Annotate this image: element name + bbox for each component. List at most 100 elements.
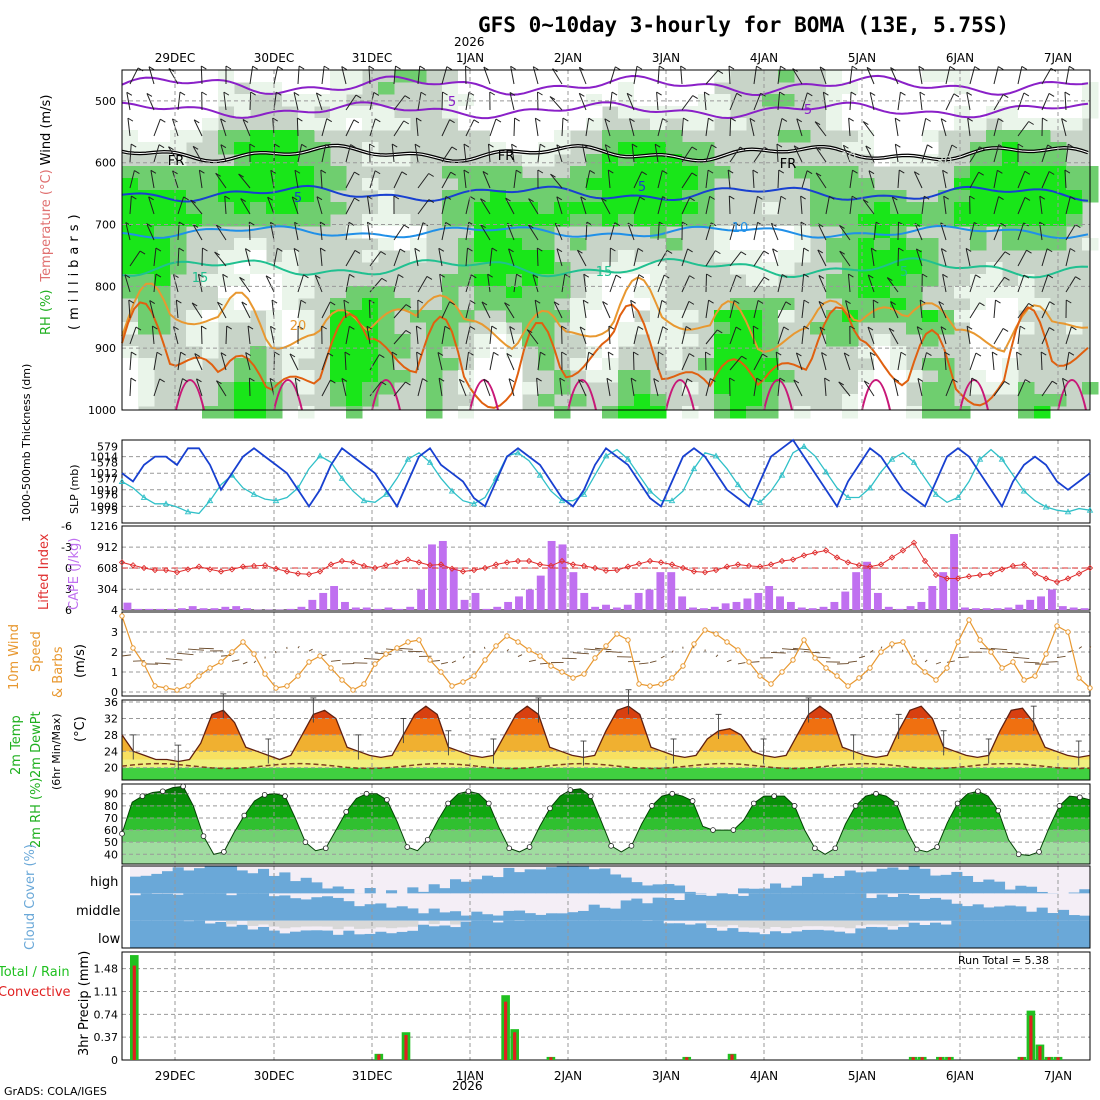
li-marker	[998, 566, 1006, 573]
wind-barb	[537, 144, 541, 163]
cloud-cell	[652, 897, 664, 921]
wind-barb-flag	[446, 66, 453, 71]
cloud-cell	[812, 929, 824, 948]
wind-barb-flag	[267, 196, 273, 201]
li-marker	[877, 561, 885, 568]
wind-barb-flag	[1064, 91, 1071, 96]
wind-barb	[554, 223, 563, 241]
wind-barb-10m	[198, 647, 214, 650]
cloud-cell	[194, 868, 206, 894]
rh-cell	[522, 334, 539, 347]
wind-barb-flag	[800, 221, 807, 226]
chart-title: GFS 0~10day 3-hourly for BOMA (13E, 5.75…	[478, 13, 1009, 37]
wind-barb-flag	[783, 326, 789, 331]
rh-cell	[522, 190, 539, 203]
rh-cell	[186, 334, 203, 347]
wind-barb	[705, 118, 709, 137]
rh-cell	[778, 250, 795, 263]
wind-barb-flag	[940, 118, 947, 123]
li-marker	[701, 569, 709, 576]
rh-cell	[842, 406, 859, 419]
rh-cell	[170, 130, 187, 143]
wind-barb	[369, 251, 382, 267]
rh-cell	[1018, 178, 1035, 191]
cloud-cell-gray	[343, 920, 355, 927]
cape-bar	[819, 606, 828, 610]
rh-cell	[906, 238, 923, 251]
wind-barb	[289, 353, 299, 371]
wind-barb-flag	[580, 196, 586, 201]
wind-speed-marker	[658, 681, 664, 687]
wind-barb	[921, 118, 927, 137]
rh-cell	[394, 226, 411, 239]
temp-tick: 32	[104, 712, 118, 725]
cape-bar	[776, 596, 784, 610]
rh-cell	[554, 70, 571, 83]
thickness-marker	[426, 458, 434, 465]
wind-barb-flag	[275, 91, 282, 96]
wind-barb-flag	[438, 377, 445, 382]
rh-marker	[363, 790, 370, 797]
wind-barb-flag	[249, 377, 255, 382]
wind-barb	[321, 66, 325, 85]
wind-barb	[848, 118, 851, 137]
wind-barb	[190, 199, 203, 215]
wind-barb	[273, 248, 278, 267]
wind-barb	[526, 329, 539, 345]
pressure-tick: 1000	[88, 404, 116, 417]
wind-barb-flag	[222, 273, 228, 278]
rh-cell	[602, 370, 619, 383]
wind-barb-flag	[1068, 351, 1075, 356]
rh-band	[122, 805, 1090, 818]
wind-barb	[463, 144, 467, 163]
cloud-cell	[855, 928, 867, 948]
rh-cell	[298, 190, 315, 203]
cloud-cell	[1015, 885, 1027, 894]
date-label-bottom: 7JAN	[1044, 1069, 1072, 1083]
cape-bar	[145, 608, 154, 610]
rh-cell	[154, 82, 171, 95]
wind-barb-flag	[818, 275, 825, 279]
rh-cell	[538, 214, 555, 227]
wind-barb-10m	[583, 648, 601, 651]
wind-barb-flag	[653, 378, 659, 382]
rh-cell	[1050, 154, 1067, 167]
contour-temp-30	[273, 379, 303, 411]
rh-cell	[122, 238, 139, 251]
wind-barb	[172, 274, 179, 293]
wind-barb-flag	[293, 92, 300, 96]
temp-band	[122, 718, 1090, 735]
wind-barb	[200, 325, 203, 345]
precip-convective-bar	[132, 965, 136, 1060]
wind-speed-marker	[922, 669, 928, 675]
rh-cell	[218, 406, 235, 419]
wind-barb	[604, 118, 611, 137]
li-marker	[679, 564, 687, 572]
wind-barb	[441, 326, 446, 345]
rh-cell	[330, 358, 347, 371]
date-label-top: 6JAN	[946, 51, 974, 65]
wind-speed-marker	[570, 675, 576, 681]
wind-barb	[921, 352, 927, 371]
wind-barb-flag	[344, 351, 351, 356]
wind-barb	[1041, 171, 1050, 189]
rh-cell	[234, 310, 251, 323]
wind-barb-10m	[737, 662, 746, 665]
cloud-cell	[215, 866, 227, 894]
ylabel-temperature: Temperature (°C)	[39, 169, 54, 282]
wind-barb	[441, 301, 451, 319]
wind-barb-flag	[793, 379, 800, 384]
cape-tick: 912	[97, 541, 118, 554]
wind-barb-flag	[404, 95, 411, 100]
rh-cell	[1034, 214, 1051, 227]
cloud-cell	[1026, 911, 1038, 921]
li-marker	[591, 564, 599, 572]
wind-barb	[847, 274, 851, 293]
rh-cell	[218, 130, 235, 143]
rh-cell	[714, 334, 731, 347]
wind-barb-flag	[998, 118, 1004, 122]
cloud-cell	[322, 888, 334, 894]
wind-barb-flag	[416, 117, 422, 122]
wind-barb-flag	[444, 325, 451, 330]
cloud-cell	[514, 921, 526, 948]
